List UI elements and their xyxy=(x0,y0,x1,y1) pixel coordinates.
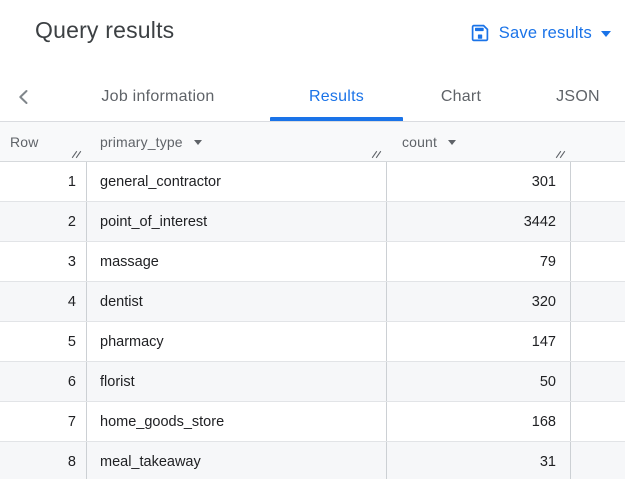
sort-caret-icon[interactable] xyxy=(193,140,202,145)
table-row[interactable]: 3 massage 79 xyxy=(0,242,625,282)
column-label: count xyxy=(402,133,437,150)
tab-job-information[interactable]: Job information xyxy=(78,72,238,121)
primary-type-cell[interactable]: general_contractor xyxy=(87,162,387,201)
active-tab-underline xyxy=(270,117,403,121)
column-resize-handle[interactable] xyxy=(555,148,566,159)
count-cell[interactable]: 50 xyxy=(387,362,571,401)
spacer-cell xyxy=(571,162,625,201)
count-cell[interactable]: 79 xyxy=(387,242,571,281)
column-header-count[interactable]: count xyxy=(387,122,571,161)
tab-json[interactable]: JSON xyxy=(532,72,624,121)
tab-bar: Job information Results Chart JSON xyxy=(0,72,625,122)
column-header-primary-type[interactable]: primary_type xyxy=(87,122,387,161)
caret-down-icon xyxy=(601,31,611,37)
chevron-left-icon[interactable] xyxy=(14,88,32,106)
tab-label: Job information xyxy=(101,87,215,105)
row-number-cell: 5 xyxy=(0,322,87,361)
count-cell[interactable]: 3442 xyxy=(387,202,571,241)
table-header-row: Row primary_type count xyxy=(0,122,625,162)
spacer-cell xyxy=(571,442,625,479)
primary-type-cell[interactable]: meal_takeaway xyxy=(87,442,387,479)
table-row[interactable]: 1 general_contractor 301 xyxy=(0,162,625,202)
table-row[interactable]: 8 meal_takeaway 31 xyxy=(0,442,625,479)
save-icon xyxy=(470,23,490,43)
column-label: primary_type xyxy=(100,133,183,150)
primary-type-cell[interactable]: dentist xyxy=(87,282,387,321)
table-row[interactable]: 2 point_of_interest 3442 xyxy=(0,202,625,242)
tab-label: Chart xyxy=(440,87,482,105)
count-cell[interactable]: 301 xyxy=(387,162,571,201)
row-number-cell: 7 xyxy=(0,402,87,441)
spacer-cell xyxy=(571,322,625,361)
table-row[interactable]: 7 home_goods_store 168 xyxy=(0,402,625,442)
spacer-cell xyxy=(571,402,625,441)
spacer-cell xyxy=(571,282,625,321)
save-results-label: Save results xyxy=(498,23,592,42)
sort-caret-icon[interactable] xyxy=(448,140,456,145)
row-number-cell: 3 xyxy=(0,242,87,281)
primary-type-cell[interactable]: pharmacy xyxy=(87,322,387,361)
spacer-cell xyxy=(571,202,625,241)
spacer-cell xyxy=(571,362,625,401)
tab-label: Results xyxy=(308,87,365,105)
row-number-cell: 2 xyxy=(0,202,87,241)
panel-header: Query results Save results xyxy=(0,0,625,72)
tab-results[interactable]: Results xyxy=(270,72,403,121)
page-title: Query results xyxy=(35,17,175,43)
count-cell[interactable]: 168 xyxy=(387,402,571,441)
primary-type-cell[interactable]: florist xyxy=(87,362,387,401)
count-cell[interactable]: 31 xyxy=(387,442,571,479)
row-number-cell: 4 xyxy=(0,282,87,321)
count-cell[interactable]: 147 xyxy=(387,322,571,361)
table-row[interactable]: 6 florist 50 xyxy=(0,362,625,402)
count-cell[interactable]: 320 xyxy=(387,282,571,321)
table-body: 1 general_contractor 301 2 point_of_inte… xyxy=(0,162,625,479)
table-row[interactable]: 4 dentist 320 xyxy=(0,282,625,322)
results-table: Row primary_type count xyxy=(0,122,625,479)
column-label: Row xyxy=(10,133,39,150)
row-number-cell: 1 xyxy=(0,162,87,201)
save-results-button[interactable]: Save results xyxy=(470,18,611,48)
row-number-cell: 8 xyxy=(0,442,87,479)
table-row[interactable]: 5 pharmacy 147 xyxy=(0,322,625,362)
tab-chart[interactable]: Chart xyxy=(415,72,507,121)
primary-type-cell[interactable]: massage xyxy=(87,242,387,281)
column-header-row: Row xyxy=(0,122,87,161)
column-header-spacer xyxy=(571,122,625,161)
tab-label: JSON xyxy=(556,87,600,105)
primary-type-cell[interactable]: home_goods_store xyxy=(87,402,387,441)
spacer-cell xyxy=(571,242,625,281)
column-resize-handle[interactable] xyxy=(71,148,82,159)
column-resize-handle[interactable] xyxy=(371,148,382,159)
primary-type-cell[interactable]: point_of_interest xyxy=(87,202,387,241)
row-number-cell: 6 xyxy=(0,362,87,401)
